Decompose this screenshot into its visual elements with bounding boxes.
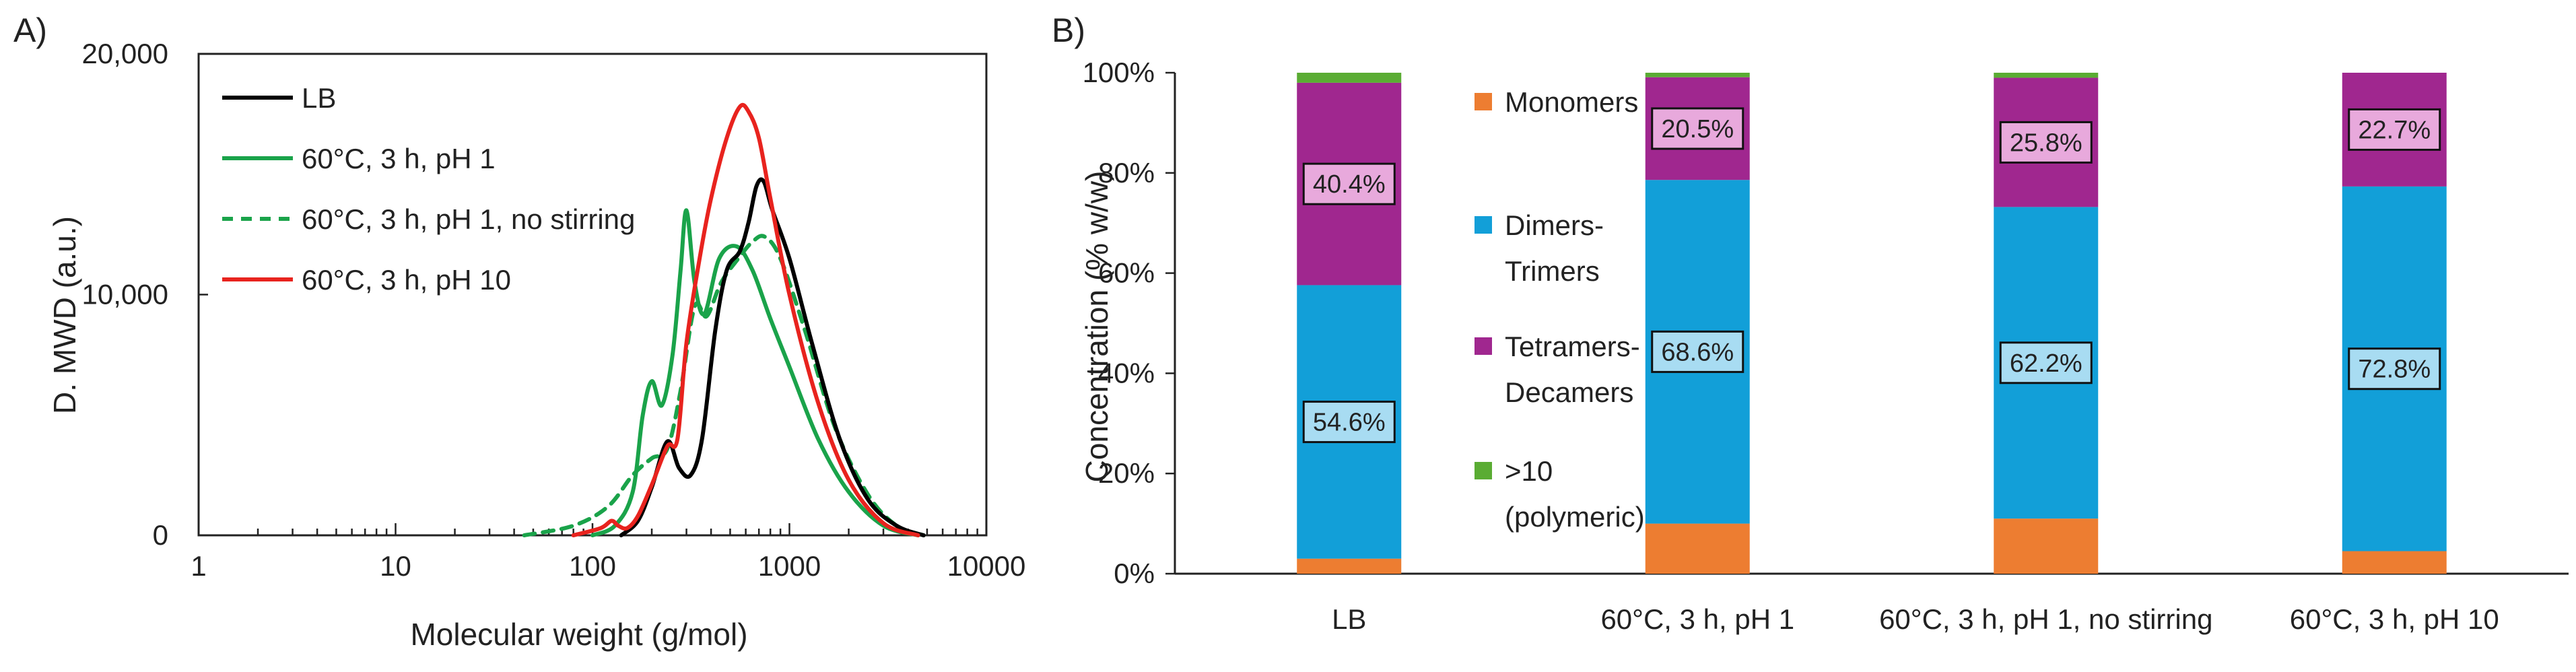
panel-b-y-axis-title: Concentration (% w/w) <box>1079 171 1114 483</box>
panel-a-y-tick-label: 0 <box>153 519 168 551</box>
panel-b-data-label: 54.6% <box>1313 409 1386 437</box>
panel-a-x-tick-label: 10000 <box>947 550 1026 582</box>
panel-a-x-tick-label: 100 <box>569 550 616 582</box>
panel-b-bar-segment <box>1645 73 1750 77</box>
panel-a-legend-label: LB <box>302 82 336 114</box>
panel-b-bar-segment <box>2342 551 2447 574</box>
panel-a-x-tick-label: 1000 <box>758 550 821 582</box>
panel-b-data-label: 22.7% <box>2358 116 2431 144</box>
panel-b-data-label-box <box>2348 347 2441 391</box>
panel-b-data-label: 20.5% <box>1661 115 1734 143</box>
panel-b-data-label-box <box>1651 107 1744 150</box>
panel-b-legend-swatch <box>1475 93 1492 110</box>
panel-b-data-label: 25.8% <box>2010 129 2082 157</box>
panel-a-legend-label: 60°C, 3 h, pH 1 <box>302 143 496 174</box>
panel-b-legend-swatch <box>1475 216 1492 234</box>
panel-b-data-label-box <box>2348 108 2441 151</box>
panel-a-legend: LB 60°C, 3 h, pH 1 60°C, 3 h, pH 1, no sti… <box>222 82 635 296</box>
panel-b-bar-segment <box>1645 523 1750 574</box>
panel-a-y-tick-label: 10,000 <box>82 279 168 310</box>
panel-b-data-label-box <box>1999 121 2093 164</box>
panel-b-data-label-box <box>1302 162 1396 205</box>
panel-b-data-label: 72.8% <box>2358 356 2431 384</box>
panel-b-bar-segment <box>1297 73 1402 83</box>
panel-b-y-tick-label: 0% <box>1114 558 1155 589</box>
panel-b-data-label: 40.4% <box>1313 170 1386 199</box>
panel-a-series-line-0 <box>619 177 926 537</box>
panel-b-legend-label: >10 <box>1505 455 1553 487</box>
panel-b-legend-swatch <box>1475 337 1492 355</box>
panel-a-label: A) <box>13 11 47 49</box>
panel-a-series-line-1 <box>590 208 920 537</box>
panel-b-bar-segment <box>1994 73 2099 78</box>
panel-b: B) 0% 20% 40% 60% 80% 100% LB 54.6% 40.4% 60°C, 3… <box>1052 11 2569 635</box>
panel-b-data-label-box <box>1999 341 2093 384</box>
panel-a-x-tick-label: 1 <box>191 550 206 582</box>
panel-a-series-line-3 <box>571 102 920 537</box>
panel-a-y-tick-label: 20,000 <box>82 38 168 69</box>
panel-b-data-label: 62.2% <box>2010 349 2082 378</box>
panel-a-x-tick-label: 10 <box>380 550 411 582</box>
panel-b-plot-area: 0% 20% 40% 60% 80% 100% LB 54.6% 40.4% 60°C, 3 h,… <box>1083 57 2569 635</box>
panel-b-y-tick-label: 60% <box>1098 257 1155 289</box>
panel-b-legend-label-line2: (polymeric) <box>1505 501 1645 533</box>
panel-b-y-tick-label: 40% <box>1098 357 1155 389</box>
panel-b-legend-label: Tetramers- <box>1505 331 1640 362</box>
panel-b-bar-segment <box>1994 518 2099 574</box>
panel-a-legend-label: 60°C, 3 h, pH 1, no stirring <box>302 203 635 235</box>
panel-a-plot-area: 1 10 100 1000 10000 0 10,000 20,000 <box>82 38 1026 582</box>
panel-a: A) 1 10 100 1000 10000 0 10,000 20,000 Molecula… <box>13 11 1025 652</box>
panel-b-legend-label-line2: Trimers <box>1505 255 1600 287</box>
panel-a-y-axis-title: D. MWD (a.u.) <box>47 216 82 414</box>
panel-b-y-tick-label: 100% <box>1083 57 1155 88</box>
panel-b-data-label: 68.6% <box>1661 338 1734 366</box>
panel-b-legend: Monomers Dimers- Trimers Tetramers- Decamers… <box>1475 86 1645 533</box>
panel-b-category-label: 60°C, 3 h, pH 1 <box>1600 603 1794 635</box>
panel-b-legend-label: Monomers <box>1505 86 1638 118</box>
panel-b-y-tick-label: 80% <box>1098 157 1155 189</box>
panel-b-y-tick-label: 20% <box>1098 457 1155 489</box>
panel-b-category-label: 60°C, 3 h, pH 1, no stirring <box>1879 603 2212 635</box>
panel-b-data-label-box <box>1651 330 1744 373</box>
panel-b-category-label: LB <box>1332 603 1366 635</box>
panel-b-label: B) <box>1052 11 1085 49</box>
panel-a-x-axis-title: Molecular weight (g/mol) <box>410 617 747 652</box>
panel-b-legend-label-line2: Decamers <box>1505 376 1633 408</box>
panel-b-category-label: 60°C, 3 h, pH 10 <box>2290 603 2499 635</box>
panel-b-legend-label: Dimers- <box>1505 209 1604 241</box>
panel-b-bar-segment <box>1297 558 1402 574</box>
panel-b-legend-swatch <box>1475 462 1492 479</box>
panel-b-data-label-box <box>1302 401 1396 444</box>
panel-a-legend-label: 60°C, 3 h, pH 10 <box>302 264 511 296</box>
